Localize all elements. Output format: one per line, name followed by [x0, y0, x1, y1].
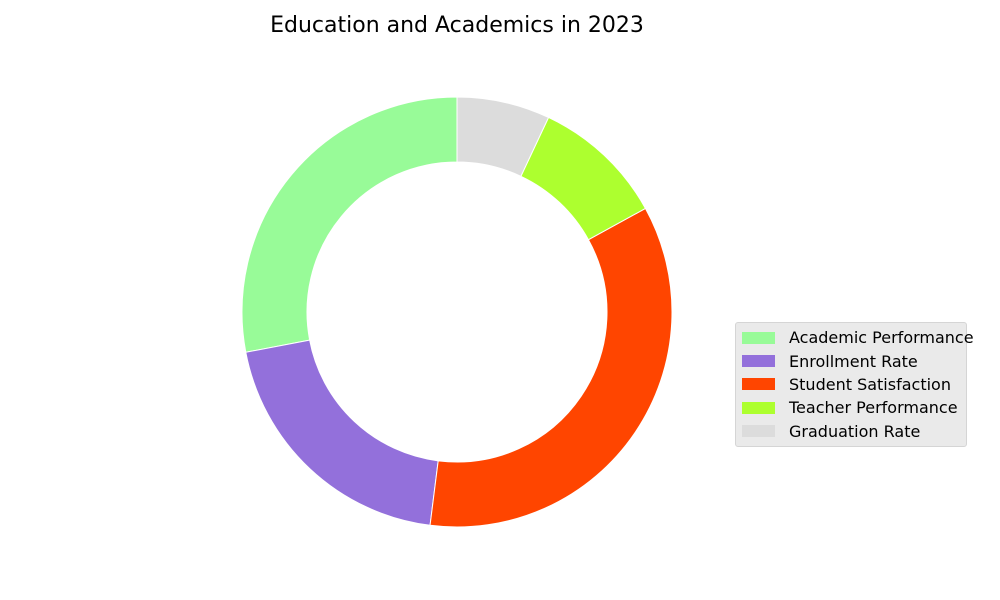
legend-label: Enrollment Rate [789, 351, 918, 371]
legend-label: Teacher Performance [789, 398, 958, 418]
donut-slice-graduation-rate [456, 96, 550, 177]
donut-slice-academic-performance [241, 96, 458, 353]
legend-swatch [742, 378, 775, 391]
legend-label: Student Satisfaction [789, 374, 951, 394]
donut-slices [241, 96, 673, 528]
legend-swatch [742, 355, 775, 368]
legend-swatch [742, 425, 775, 438]
legend-label: Graduation Rate [789, 421, 921, 441]
legend-label: Academic Performance [789, 328, 974, 348]
donut-slice-student-satisfaction [429, 207, 673, 528]
legend-item: Graduation Rate [736, 420, 966, 443]
legend-item: Teacher Performance [736, 396, 966, 419]
legend-item: Student Satisfaction [736, 373, 966, 396]
chart-title: Education and Academics in 2023 [270, 13, 644, 38]
legend-item: Academic Performance [736, 326, 974, 349]
legend: Academic Performance Enrollment Rate Stu… [735, 322, 974, 447]
legend-swatch [742, 331, 775, 344]
donut-slice-enrollment-rate [245, 339, 439, 526]
legend-swatch [742, 401, 775, 414]
legend-item: Enrollment Rate [736, 349, 966, 372]
